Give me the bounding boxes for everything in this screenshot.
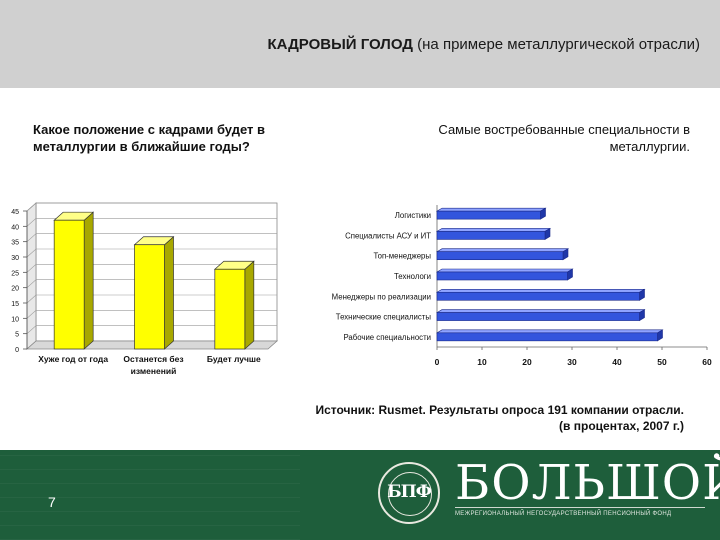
- x-tick-label: 30: [567, 357, 577, 367]
- title-bold: КАДРОВЫЙ ГОЛОД: [267, 36, 413, 53]
- gridline: [26, 248, 277, 258]
- y-category-label: Технические специалисты: [336, 313, 432, 322]
- gridline: [26, 310, 277, 319]
- page-number: 7: [48, 494, 56, 510]
- page-title: КАДРОВЫЙ ГОЛОД (на примере металлургичес…: [0, 36, 700, 53]
- x-tick-label: 40: [612, 357, 622, 367]
- x-tick-label: 20: [522, 357, 532, 367]
- y-tick-label: 10: [11, 316, 19, 323]
- left-chart-title: Какое положение с кадрами будет в металл…: [33, 122, 265, 154]
- gridline: [26, 218, 277, 227]
- gridline: [26, 202, 277, 212]
- source-line-2: (в процентах, 2007 г.): [559, 419, 684, 433]
- y-tick-label: 40: [11, 224, 19, 231]
- y-category-label: Специалисты АСУ и ИТ: [345, 231, 431, 240]
- bar: [436, 271, 568, 281]
- vertical-bar-chart: 0 5 10 15 20 25 30 35 40 45 Хуже год от года Остане…: [11, 202, 279, 376]
- bar: [53, 219, 85, 350]
- bar: [436, 291, 640, 301]
- bar: [436, 210, 541, 220]
- footer-band: [0, 450, 720, 540]
- y-category-label: Топ-менеджеры: [373, 252, 431, 261]
- gridline: [26, 279, 277, 288]
- x-tick-label: 0: [435, 357, 440, 367]
- y-category-label: Рабочие специальности: [343, 333, 431, 342]
- bar: [436, 251, 564, 261]
- y-tick-label: 15: [11, 301, 19, 308]
- bar-top: [435, 248, 570, 253]
- x-category-label: Хуже год от года: [38, 354, 108, 364]
- x-tick-label: 50: [657, 357, 667, 367]
- x-category-label: Останется без: [123, 354, 183, 364]
- y-tick-label: 5: [15, 332, 19, 339]
- bar: [214, 268, 246, 350]
- x-tick-label: 60: [702, 357, 712, 367]
- bar: [436, 332, 658, 342]
- footer-texture: [0, 450, 300, 540]
- bar-top: [435, 268, 574, 273]
- y-category-label: Технологи: [394, 272, 431, 281]
- brand-subtitle: МЕЖРЕГИОНАЛЬНЫЙ НЕГОСУДАРСТВЕННЫЙ ПЕНСИО…: [455, 511, 672, 517]
- fund-seal-logo: БПФ: [378, 462, 440, 524]
- bar-top: [435, 288, 646, 293]
- y-tick-label: 25: [11, 270, 19, 277]
- gridline: [26, 325, 277, 334]
- horizontal-bar-chart: 0 10 20 30 40 50 60 Логистики Специалисты АСУ и …: [332, 205, 712, 367]
- header-band: [0, 0, 720, 88]
- x-category-label: изменений: [131, 366, 177, 376]
- gridline: [26, 264, 277, 273]
- brand-divider: [455, 507, 705, 508]
- bar-top: [435, 329, 664, 334]
- bar-top: [435, 309, 646, 313]
- gridline: [26, 294, 277, 304]
- seal-inner-ring: [388, 472, 432, 516]
- brand-name: БОЛЬШОЙ: [455, 455, 720, 511]
- bar: [436, 312, 640, 321]
- bar-top: [435, 228, 552, 232]
- y-category-label: Менеджеры по реализации: [332, 292, 431, 301]
- bar-top: [435, 207, 547, 212]
- source-line-1: Источник: Rusmet. Результаты опроса 191 …: [315, 403, 684, 417]
- bar: [134, 244, 165, 350]
- y-tick-label: 30: [11, 255, 19, 262]
- title-rest: (на примере металлургической отрасли): [412, 36, 700, 53]
- x-tick-label: 10: [477, 357, 487, 367]
- bar: [436, 231, 546, 240]
- y-tick-label: 35: [11, 240, 19, 247]
- y-tick-label: 45: [11, 209, 19, 216]
- right-chart-title: Самые востребованные специальности в мет…: [438, 122, 690, 154]
- y-tick-label: 0: [15, 347, 19, 354]
- gridline: [26, 233, 277, 242]
- x-category-label: Будет лучше: [207, 354, 261, 364]
- y-tick-label: 20: [11, 286, 19, 293]
- source-note: Источник: Rusmet. Результаты опроса 191 …: [300, 402, 684, 434]
- y-category-label: Логистики: [395, 211, 431, 220]
- seal-monogram: БПФ: [387, 482, 432, 502]
